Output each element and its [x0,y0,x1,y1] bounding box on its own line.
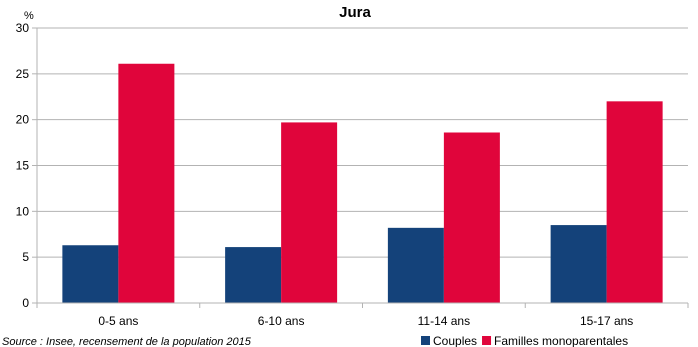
chart-title: Jura [339,4,371,21]
source-note: Source : Insee, recensement de la popula… [2,336,252,347]
bar-couples [225,247,282,303]
y-tick-label: 30 [16,21,30,35]
bar-familles-monoparentales [443,132,500,303]
y-axis-unit: % [24,10,34,22]
bar-familles-monoparentales [118,63,175,303]
legend: Couples Familles monoparentales [421,334,628,347]
bar-couples [387,227,444,303]
y-tick-label: 10 [16,204,30,218]
bar-familles-monoparentales [281,122,338,304]
x-tick-label: 15-17 ans [580,314,633,328]
x-tick-label: 11-14 ans [418,314,470,328]
legend-label: Familles monoparentales [494,334,628,347]
y-tick-label: 5 [22,250,29,264]
y-tick-label: 25 [16,67,30,81]
legend-swatch [421,336,430,345]
y-tick-label: 20 [16,113,30,127]
y-tick-label: 0 [22,296,29,310]
bars [62,63,663,304]
y-axis-ticks: 0 5 10 15 20 25 30 [16,21,37,310]
x-tick-label: 0-5 ans [98,314,138,328]
x-axis-ticks: 0-5 ans 6-10 ans 11-14 ans 15-17 ans [36,303,689,328]
bar-familles-monoparentales [606,101,663,303]
legend-label: Couples [433,334,477,347]
bar-couples [62,245,119,303]
y-tick-label: 15 [16,159,30,173]
bar-couples [550,225,607,303]
x-tick-label: 6-10 ans [258,314,305,328]
legend-swatch [482,336,492,345]
